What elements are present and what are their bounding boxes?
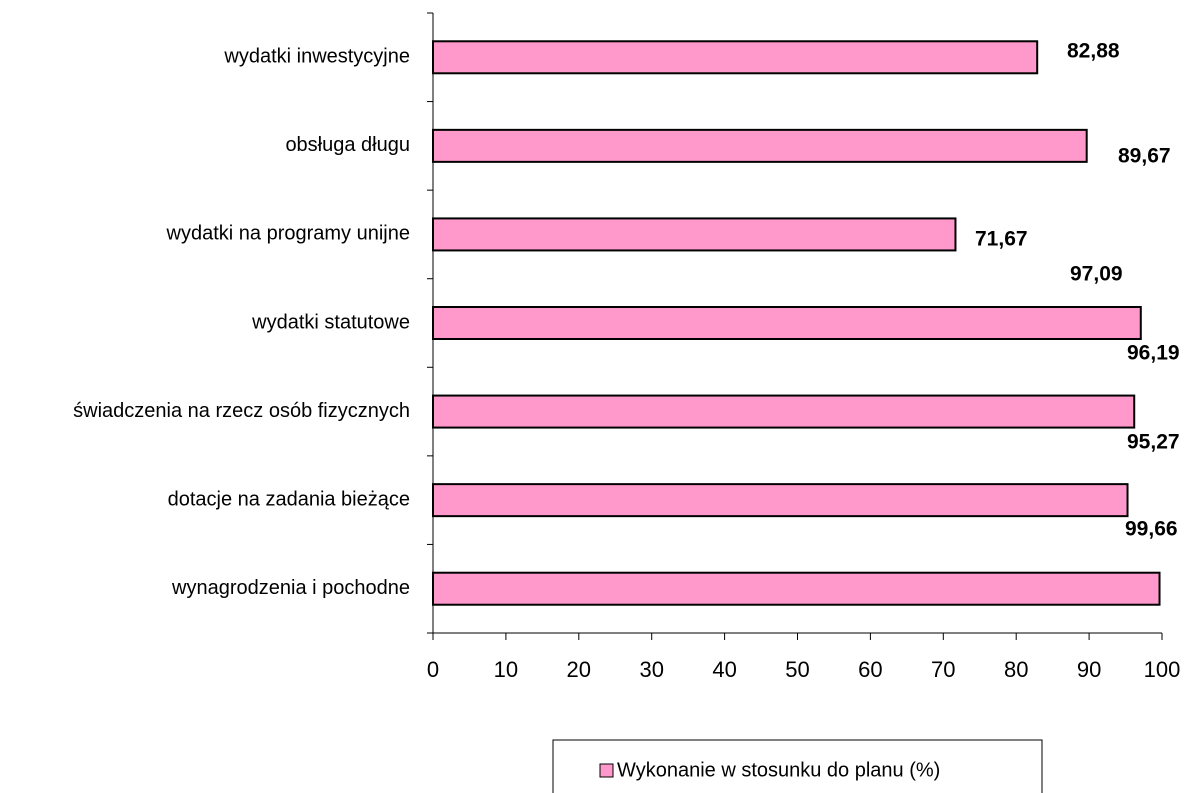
bar xyxy=(432,40,1039,75)
y-tick-label: świadczenia na rzecz osób fizycznych xyxy=(73,400,410,422)
y-tick-label: wydatki inwestycyjne xyxy=(223,46,410,68)
value-label: 71,67 xyxy=(975,228,1028,251)
value-label: 82,88 xyxy=(1067,40,1120,63)
bar xyxy=(432,571,1161,606)
value-label: 97,09 xyxy=(1070,263,1123,286)
x-tick-label: 30 xyxy=(639,657,663,682)
legend-label: Wykonanie w stosunku do planu (%) xyxy=(617,759,940,781)
x-tick-label: 40 xyxy=(712,657,736,682)
value-label: 99,66 xyxy=(1125,518,1178,541)
x-tick-label: 50 xyxy=(785,657,809,682)
y-tick-label: obsługa długu xyxy=(285,134,410,156)
x-tick-label: 100 xyxy=(1144,657,1181,682)
value-label: 89,67 xyxy=(1118,145,1171,168)
y-tick-label: dotacje na zadania bieżące xyxy=(168,488,410,510)
x-tick-label: 80 xyxy=(1004,657,1028,682)
y-tick-label: wynagrodzenia i pochodne xyxy=(171,577,410,599)
value-label: 95,27 xyxy=(1127,431,1180,454)
x-tick-label: 70 xyxy=(931,657,955,682)
legend-box xyxy=(552,739,1043,793)
x-tick-label: 60 xyxy=(858,657,882,682)
bar xyxy=(432,483,1129,518)
y-tick-label: wydatki na programy unijne xyxy=(166,223,410,245)
bar xyxy=(432,128,1088,163)
value-label: 96,19 xyxy=(1127,342,1180,365)
legend-swatch xyxy=(599,763,614,778)
bar xyxy=(432,306,1142,340)
x-tick-label: 20 xyxy=(567,657,591,682)
bar xyxy=(432,217,957,252)
x-tick-label: 10 xyxy=(494,657,518,682)
bar xyxy=(432,394,1136,429)
x-tick-label: 90 xyxy=(1077,657,1101,682)
y-tick-label: wydatki statutowe xyxy=(251,311,410,333)
x-tick-label: 0 xyxy=(427,657,439,682)
